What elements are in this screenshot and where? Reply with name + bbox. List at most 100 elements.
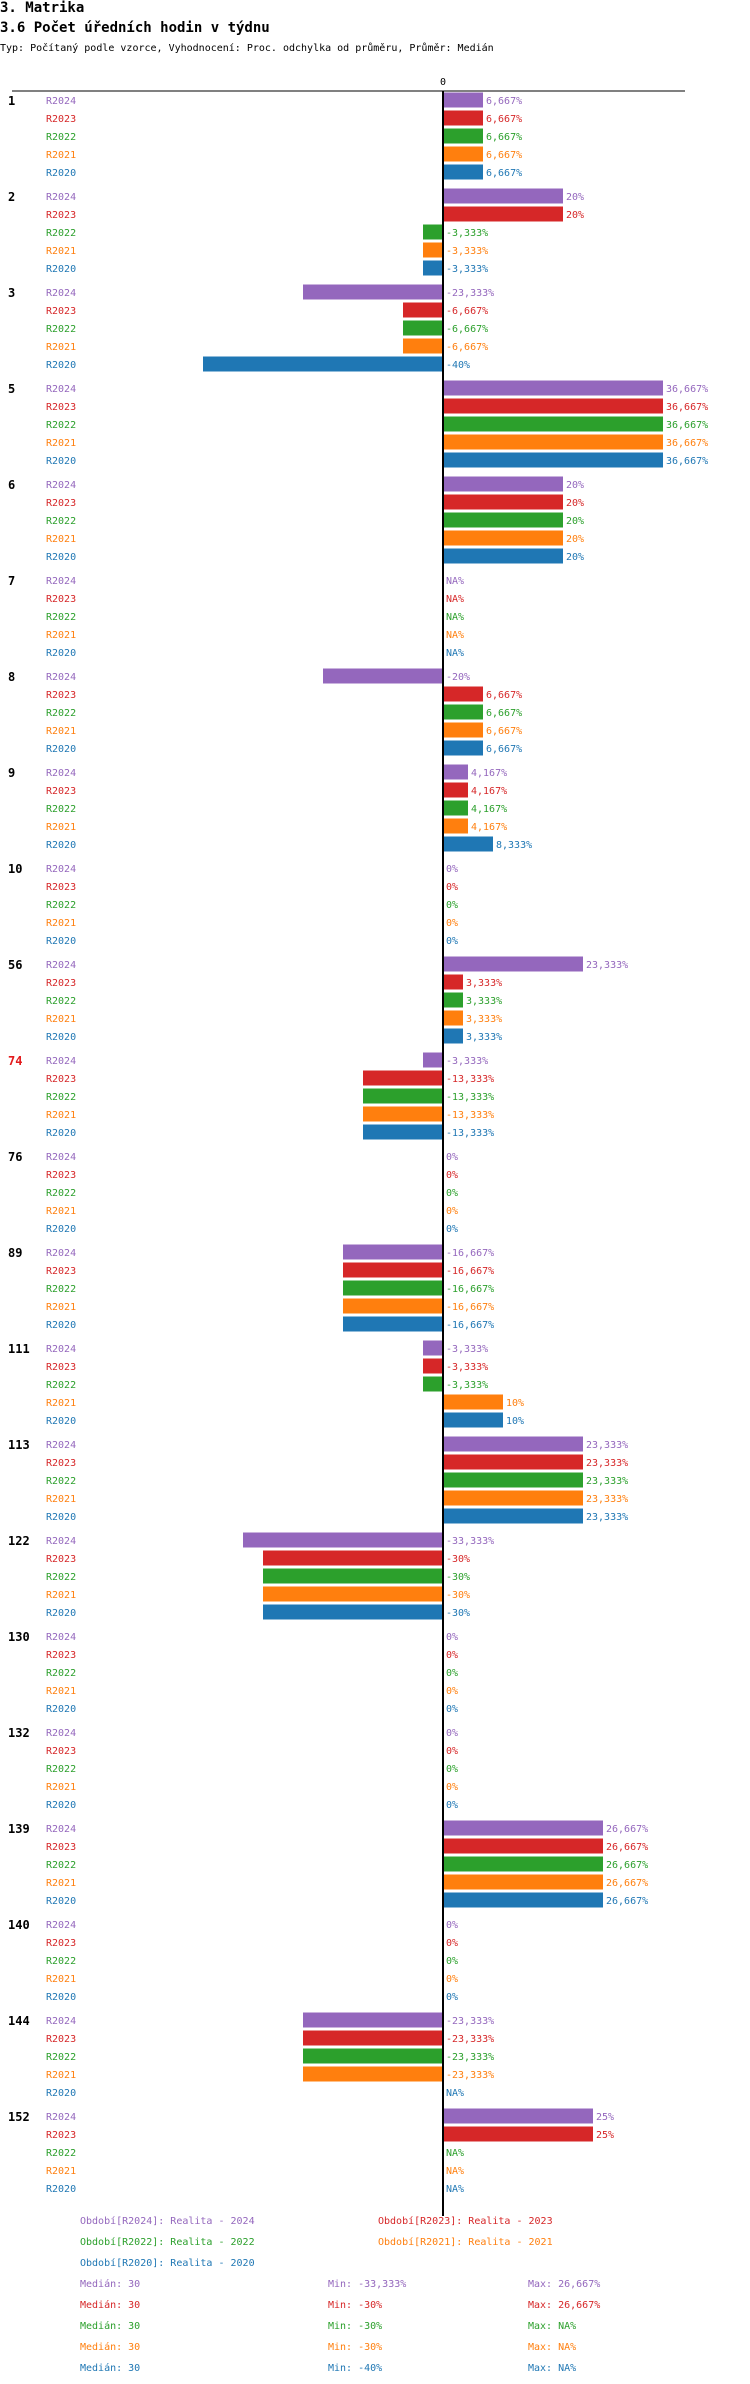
data-label: -13,333% — [446, 1128, 494, 1139]
data-label: -13,333% — [446, 1110, 494, 1121]
data-bar — [363, 1106, 443, 1122]
data-label: 0% — [446, 1938, 458, 1949]
series-label: R2023 — [46, 1074, 76, 1085]
data-label: 0% — [446, 1650, 458, 1661]
data-label: 36,667% — [666, 438, 708, 449]
series-label: R2021 — [46, 1110, 76, 1121]
series-label: R2022 — [46, 2148, 76, 2159]
data-label: 6,667% — [486, 150, 522, 161]
data-bar — [443, 206, 563, 222]
series-label: R2024 — [46, 768, 76, 779]
data-bar — [423, 260, 443, 276]
data-label: 6,667% — [486, 744, 522, 755]
series-label: R2022 — [46, 804, 76, 815]
data-bar — [443, 1010, 463, 1026]
data-bar — [303, 2012, 443, 2028]
legend-entry: Období[R2023]: Realita - 2023 — [378, 2216, 553, 2227]
data-label: 26,667% — [606, 1824, 648, 1835]
series-label: R2023 — [46, 210, 76, 221]
series-label: R2024 — [46, 96, 76, 107]
data-label: 6,667% — [486, 168, 522, 179]
data-label: 20% — [566, 480, 584, 491]
series-label: R2021 — [46, 342, 76, 353]
series-label: R2024 — [46, 1440, 76, 1451]
series-label: R2023 — [46, 978, 76, 989]
data-bar — [443, 722, 484, 738]
data-label: -3,333% — [446, 264, 488, 275]
data-label: -16,667% — [446, 1266, 494, 1277]
data-bar — [443, 1820, 604, 1836]
stat-min: Min: -30% — [328, 2321, 383, 2332]
data-bar — [303, 2048, 443, 2064]
data-label: -3,333% — [446, 1344, 488, 1355]
zero-tick-label: 0 — [440, 77, 446, 88]
data-bar — [443, 2126, 593, 2142]
series-label: R2024 — [46, 576, 76, 587]
series-label: R2022 — [46, 1956, 76, 1967]
data-label: -23,333% — [446, 2034, 494, 2045]
series-label: R2023 — [46, 1554, 76, 1565]
data-label: -33,333% — [446, 1536, 494, 1547]
series-label: R2024 — [46, 192, 76, 203]
series-label: R2022 — [46, 1092, 76, 1103]
category-label: 122 — [8, 1534, 30, 1548]
series-label: R2024 — [46, 288, 76, 299]
data-bar — [443, 782, 469, 798]
series-label: R2024 — [46, 1824, 76, 1835]
data-bar — [443, 2108, 593, 2124]
data-label: 3,333% — [466, 978, 502, 989]
data-label: 0% — [446, 900, 458, 911]
series-label: R2021 — [46, 918, 76, 929]
data-bar — [443, 92, 484, 108]
data-label: 25% — [596, 2112, 614, 2123]
series-label: R2023 — [46, 402, 76, 413]
series-label: R2024 — [46, 1536, 76, 1547]
data-label: 20% — [566, 498, 584, 509]
series-label: R2020 — [46, 1608, 76, 1619]
stat-min: Min: -30% — [328, 2300, 383, 2311]
data-bar — [443, 164, 484, 180]
category-label: 10 — [8, 862, 22, 876]
data-label: 10% — [506, 1398, 524, 1409]
data-label: 23,333% — [586, 1440, 628, 1451]
data-label: -30% — [446, 1590, 470, 1601]
data-label: 26,667% — [606, 1878, 648, 1889]
series-label: R2020 — [46, 264, 76, 275]
series-label: R2021 — [46, 1398, 76, 1409]
series-label: R2020 — [46, 552, 76, 563]
series-label: R2021 — [46, 2070, 76, 2081]
category-label: 1 — [8, 94, 15, 108]
data-label: -13,333% — [446, 1074, 494, 1085]
data-bar — [443, 146, 484, 162]
data-label: 0% — [446, 1704, 458, 1715]
data-label: 8,333% — [496, 840, 532, 851]
data-label: 4,167% — [471, 786, 507, 797]
data-bar — [443, 1892, 604, 1908]
data-label: 0% — [446, 1206, 458, 1217]
series-label: R2024 — [46, 1152, 76, 1163]
series-label: R2024 — [46, 1344, 76, 1355]
stat-median: Medián: 30 — [80, 2279, 141, 2290]
series-label: R2021 — [46, 534, 76, 545]
data-bar — [443, 686, 484, 702]
category-label: 9 — [8, 766, 15, 780]
data-label: NA% — [446, 594, 464, 605]
data-bar — [443, 1508, 583, 1524]
series-label: R2022 — [46, 228, 76, 239]
data-bar — [342, 1280, 443, 1296]
data-label: 6,667% — [486, 132, 522, 143]
series-label: R2022 — [46, 132, 76, 143]
series-label: R2024 — [46, 1632, 76, 1643]
data-bar — [303, 2030, 443, 2046]
data-bar — [443, 128, 484, 144]
category-label: 2 — [8, 190, 15, 204]
data-label: 0% — [446, 1920, 458, 1931]
data-label: 3,333% — [466, 996, 502, 1007]
series-label: R2022 — [46, 1476, 76, 1487]
data-bar — [443, 188, 563, 204]
series-label: R2021 — [46, 1686, 76, 1697]
stat-min: Min: -33,333% — [328, 2279, 407, 2290]
page-title: 3. Matrika — [0, 0, 85, 16]
category-label: 113 — [8, 1438, 30, 1452]
category-label: 132 — [8, 1726, 30, 1740]
